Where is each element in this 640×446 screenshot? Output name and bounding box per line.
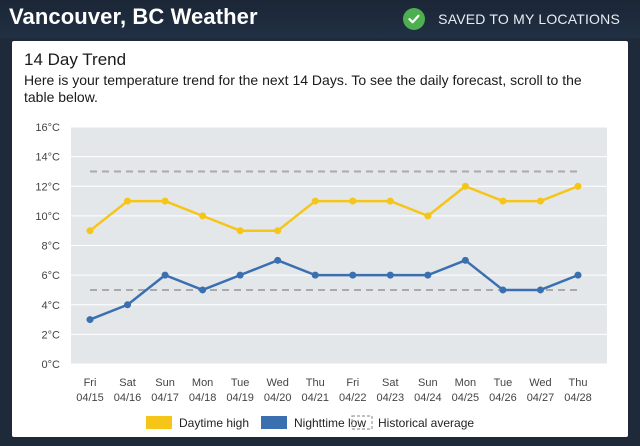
x-tick-date: 04/22 (339, 392, 367, 404)
legend-swatch-historical (351, 415, 373, 430)
page-title: Vancouver, BC Weather (9, 4, 258, 29)
x-tick-day: Mon (192, 377, 213, 389)
y-tick-label: 2°C (42, 329, 61, 341)
legend: Daytime high Nighttime low Historical av… (146, 415, 474, 430)
x-tick-day: Sat (382, 377, 399, 389)
x-tick-date: 04/17 (151, 392, 179, 404)
trend-card: 14 Day Trend Here is your temperature tr… (12, 41, 628, 437)
data-point-low (461, 256, 469, 264)
y-tick-label: 6°C (42, 270, 61, 282)
data-point-high (86, 227, 94, 235)
series-line-low (89, 259, 579, 321)
x-tick-date: 04/21 (301, 392, 329, 404)
data-point-low (86, 316, 94, 324)
x-tick-day: Thu (306, 377, 325, 389)
legend-label-historical: Historical average (378, 416, 474, 430)
x-tick-day: Wed (266, 377, 288, 389)
legend-label-low: Nighttime low (294, 416, 366, 430)
x-axis-ticks: Fri 04/15 Sat 04/16 Sun 04/17 Mon 04/18 Tue 04/19… (76, 377, 592, 404)
x-tick-date: 04/23 (377, 392, 405, 404)
top-bar: Vancouver, BC Weather SAVED TO MY LOCATI… (0, 0, 640, 38)
data-point-high (124, 197, 132, 205)
data-point-low (236, 271, 244, 279)
x-tick-date: 04/28 (564, 392, 592, 404)
x-tick-day: Tue (231, 377, 250, 389)
data-point-low (274, 256, 282, 264)
y-tick-label: 4°C (42, 300, 61, 312)
series-points (86, 182, 582, 324)
data-point-high (461, 182, 469, 190)
x-tick-date: 04/15 (76, 392, 104, 404)
y-tick-label: 8°C (42, 241, 61, 253)
data-point-high (161, 197, 169, 205)
x-tick-date: 04/26 (489, 392, 517, 404)
saved-locations-button[interactable]: SAVED TO MY LOCATIONS (403, 8, 620, 30)
saved-locations-label: SAVED TO MY LOCATIONS (438, 11, 620, 27)
data-point-low (161, 271, 169, 279)
legend-swatch-high (146, 416, 172, 429)
check-circle-icon (403, 8, 426, 30)
data-point-high (499, 197, 507, 205)
x-tick-day: Sat (119, 377, 136, 389)
y-tick-label: 0°C (42, 359, 61, 371)
data-point-high (386, 197, 394, 205)
y-tick-label: 10°C (35, 211, 60, 223)
x-tick-date: 04/25 (452, 392, 480, 404)
x-tick-day: Mon (455, 377, 476, 389)
data-point-low (349, 271, 357, 279)
x-tick-day: Sun (155, 377, 175, 389)
y-tick-label: 12°C (35, 181, 60, 193)
data-point-low (124, 301, 132, 309)
y-tick-label: 16°C (35, 122, 60, 134)
data-point-high (236, 227, 244, 235)
x-tick-day: Fri (346, 377, 359, 389)
x-tick-day: Fri (84, 377, 97, 389)
data-point-high (311, 197, 319, 205)
x-tick-date: 04/27 (527, 392, 555, 404)
data-point-high (349, 197, 357, 205)
series-lines (89, 185, 579, 321)
x-tick-day: Thu (569, 377, 588, 389)
data-point-high (274, 227, 282, 235)
legend-label-high: Daytime high (179, 416, 249, 430)
data-point-low (536, 286, 544, 294)
trend-chart: 0°C 2°C 4°C 6°C 8°C 10°C 12°C 14°C 16°C Fri 04/15… (35, 122, 607, 430)
x-tick-day: Wed (529, 377, 551, 389)
y-tick-label: 14°C (35, 152, 60, 164)
gridlines (71, 126, 607, 365)
legend-swatch-low (261, 416, 287, 429)
data-point-high (424, 212, 432, 220)
data-point-low (386, 271, 394, 279)
data-point-low (574, 271, 582, 279)
x-tick-day: Sun (418, 377, 438, 389)
y-axis-ticks: 0°C 2°C 4°C 6°C 8°C 10°C 12°C 14°C 16°C (35, 122, 60, 371)
data-point-low (499, 286, 507, 294)
x-tick-date: 04/18 (189, 392, 217, 404)
x-tick-date: 04/19 (226, 392, 254, 404)
data-point-low (311, 271, 319, 279)
data-point-high (199, 212, 207, 220)
x-tick-date: 04/24 (414, 392, 442, 404)
series-line-high (89, 185, 579, 232)
historical-average-lines (90, 170, 578, 291)
x-tick-date: 04/20 (264, 392, 292, 404)
data-point-low (199, 286, 207, 294)
data-point-high (574, 182, 582, 190)
x-tick-day: Tue (494, 377, 513, 389)
card-title: 14 Day Trend (24, 50, 127, 69)
x-tick-date: 04/16 (114, 392, 142, 404)
data-point-low (424, 271, 432, 279)
card-description: Here is your temperature trend for the n… (24, 72, 582, 105)
data-point-high (536, 197, 544, 205)
